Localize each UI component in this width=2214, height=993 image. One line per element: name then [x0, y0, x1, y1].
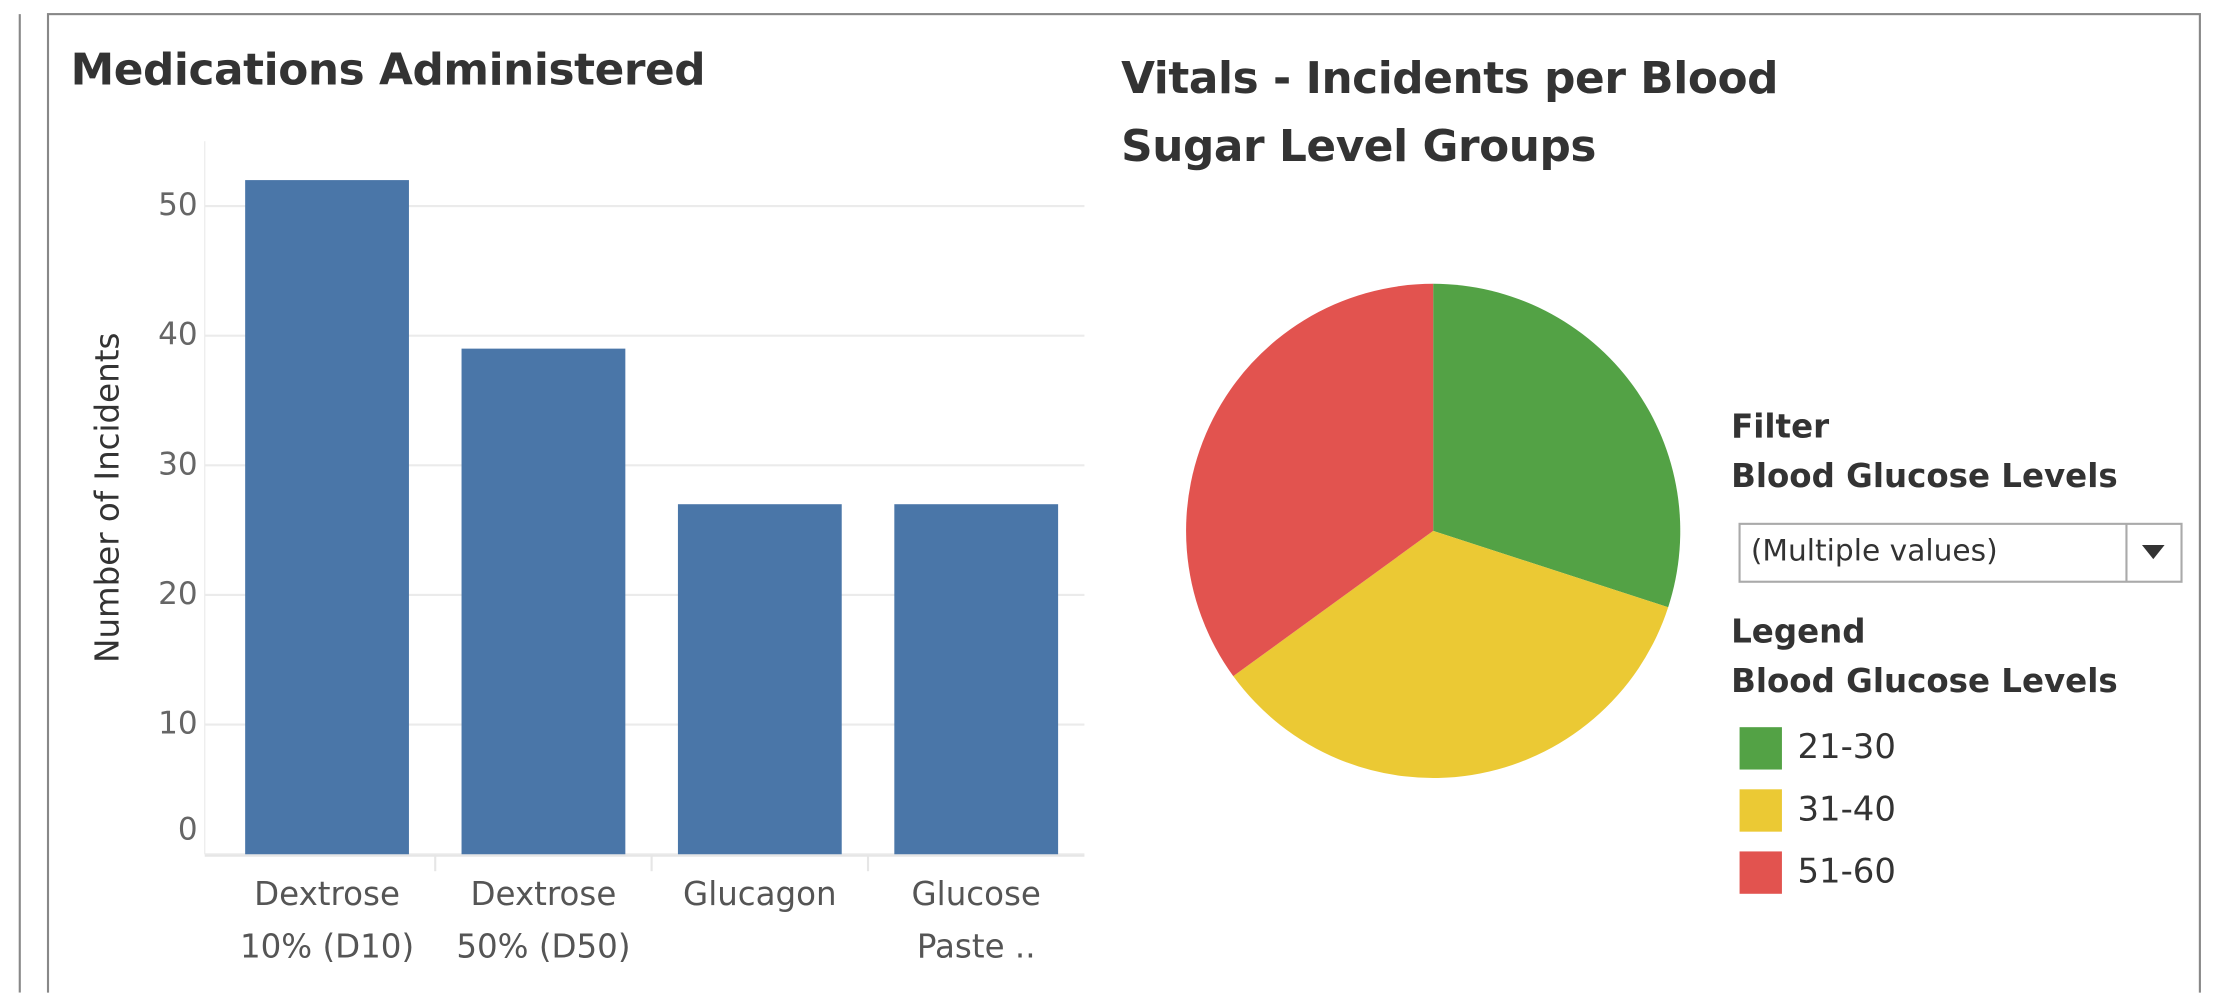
- bar: [677, 504, 842, 855]
- x-tick-label: Dextrose 50% (D50): [456, 876, 631, 966]
- y-tick-label: 10: [158, 706, 198, 742]
- y-tick-label: 0: [178, 811, 198, 847]
- y-tick-label: 50: [158, 187, 198, 223]
- legend-title: Legend: [1731, 614, 1866, 651]
- bar: [461, 348, 626, 855]
- bar: [245, 180, 409, 855]
- legend-label: 21-30: [1797, 727, 1896, 767]
- legend-swatch: [1739, 851, 1782, 894]
- filter-dropdown[interactable]: [1738, 522, 2183, 583]
- bar: [894, 504, 1059, 855]
- legend-label: 31-40: [1797, 789, 1896, 829]
- y-tick-label: 30: [158, 446, 198, 482]
- y-tick-label: 40: [158, 317, 198, 353]
- legend-subtitle: Blood Glucose Levels: [1731, 663, 2118, 701]
- legend-swatch: [1739, 789, 1782, 832]
- pie-slice: [1433, 283, 1681, 608]
- filter-title: Filter: [1731, 409, 1830, 447]
- y-axis-label: Number of Incidents: [89, 333, 127, 663]
- legend-label: 51-60: [1797, 851, 1896, 891]
- pie-slice: [1186, 283, 1434, 677]
- filter-field: Blood Glucose Levels: [1731, 458, 2118, 496]
- filter-value[interactable]: (Multiple values): [1750, 533, 1998, 568]
- legend-swatch: [1739, 727, 1782, 770]
- x-tick-label: Glucose Paste ..: [911, 876, 1041, 966]
- bar-chart-title: Medications Administered: [70, 45, 706, 97]
- x-tick-label: Glucagon: [683, 876, 837, 914]
- panel-border: [46, 13, 2201, 993]
- x-tick-label: Dextrose 10% (D10): [239, 876, 415, 966]
- pie-slice: [1233, 530, 1669, 779]
- y-tick-label: 20: [158, 576, 198, 612]
- dropdown-arrow[interactable]: [2141, 545, 2165, 560]
- pie-chart-title: Vitals - Incidents per Blood Sugar Level…: [1121, 53, 1779, 173]
